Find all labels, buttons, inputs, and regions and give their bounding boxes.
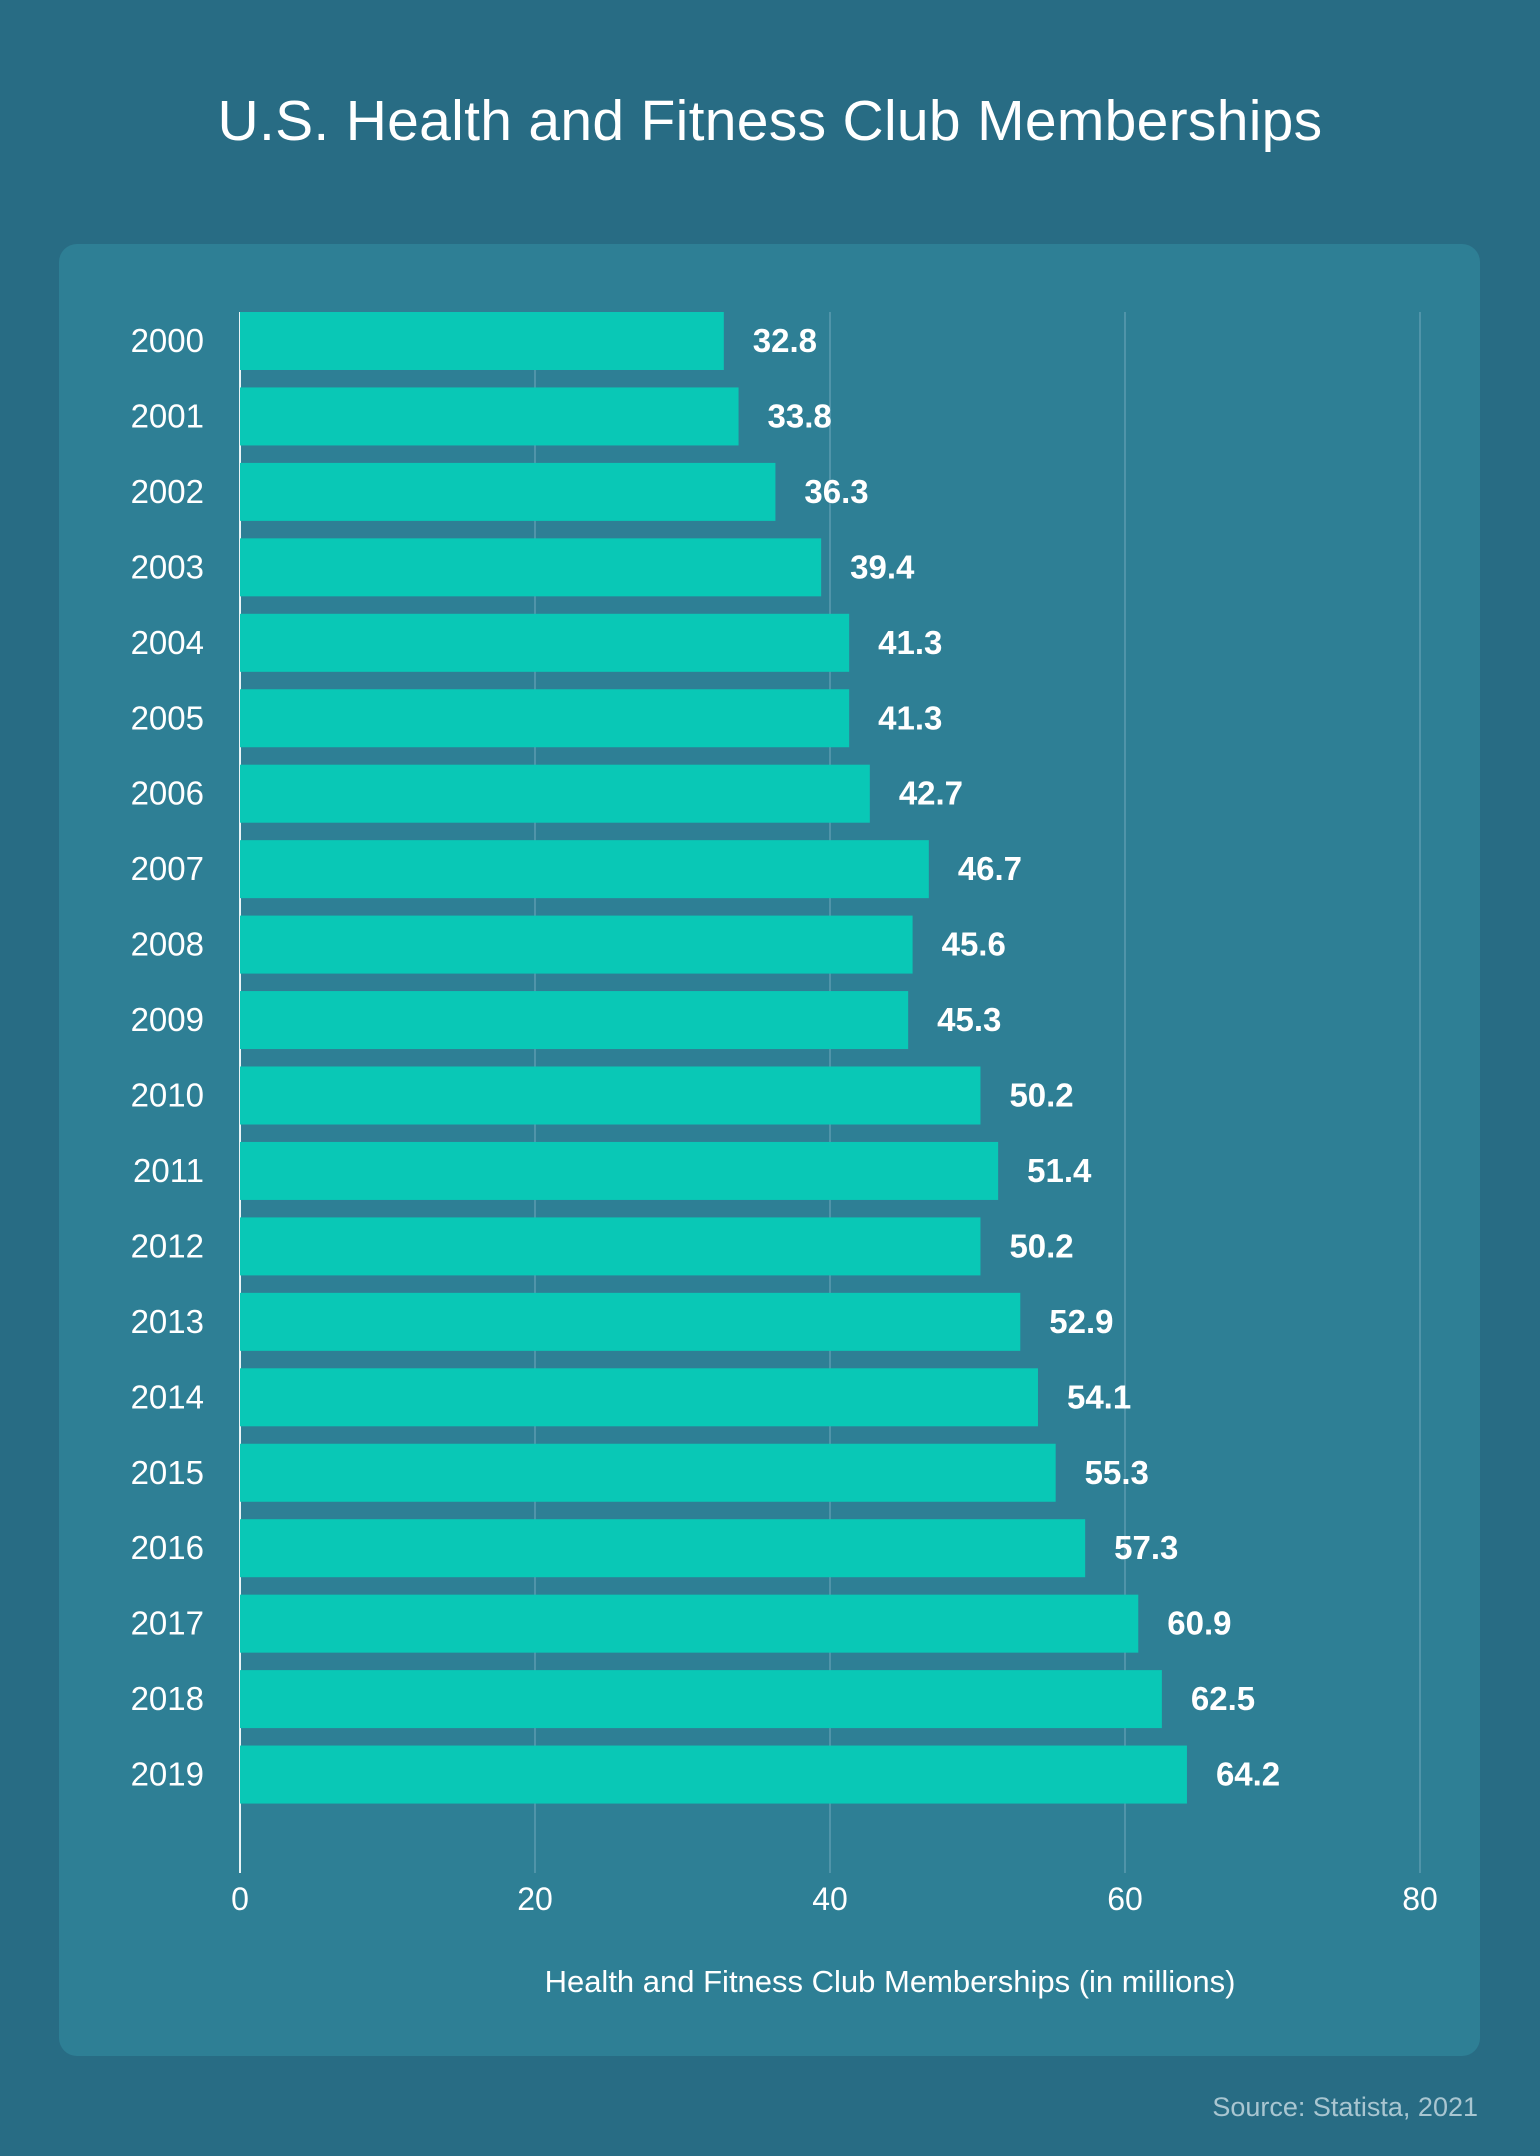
y-category-label: 2016 (131, 1529, 204, 1566)
y-category-label: 2009 (131, 1001, 204, 1038)
x-tick-label: 60 (1107, 1881, 1143, 1917)
y-category-label: 2015 (131, 1454, 204, 1491)
y-category-label: 2010 (131, 1077, 204, 1114)
y-category-label: 2001 (131, 397, 204, 434)
bar (240, 312, 724, 370)
y-category-label: 2014 (131, 1378, 204, 1415)
bar (240, 1368, 1038, 1427)
x-tick-label: 40 (812, 1881, 848, 1917)
data-label: 50.2 (1009, 1077, 1073, 1114)
bar (240, 840, 929, 899)
data-label: 60.9 (1167, 1605, 1231, 1642)
bar (240, 915, 913, 974)
bar (240, 462, 776, 521)
bar (240, 387, 739, 446)
y-category-label: 2008 (131, 926, 204, 963)
x-axis-title: Health and Fitness Club Memberships (in … (545, 1964, 1236, 1999)
labels: 0 20 40 60 80 2000 32.8 2001 33.8 2002 36.3 2003 39.… (131, 322, 1438, 1917)
y-category-label: 2013 (131, 1303, 204, 1340)
data-label: 57.3 (1114, 1529, 1178, 1566)
data-label: 33.8 (768, 397, 832, 434)
y-category-label: 2019 (131, 1756, 204, 1793)
data-label: 51.4 (1027, 1152, 1092, 1189)
y-category-label: 2018 (131, 1680, 204, 1717)
y-category-label: 2000 (131, 322, 204, 359)
bar-chart: 0 20 40 60 80 2000 32.8 2001 33.8 2002 36.3 2003 39.… (131, 312, 1438, 1999)
bar (240, 1292, 1021, 1351)
data-label: 41.3 (878, 624, 942, 661)
y-category-label: 2007 (131, 850, 204, 887)
data-label: 36.3 (804, 473, 868, 510)
data-label: 64.2 (1216, 1756, 1280, 1793)
data-label: 46.7 (958, 850, 1022, 887)
source-note: Source: Statista, 2021 (1212, 2092, 1478, 2122)
y-category-label: 2002 (131, 473, 204, 510)
data-label: 52.9 (1049, 1303, 1113, 1340)
y-category-label: 2011 (133, 1152, 204, 1189)
data-label: 41.3 (878, 699, 942, 736)
y-category-label: 2017 (131, 1605, 204, 1642)
data-label: 62.5 (1191, 1680, 1255, 1717)
chart-panel: 0 20 40 60 80 2000 32.8 2001 33.8 2002 36.3 2003 39.… (59, 244, 1480, 2056)
bar (240, 764, 870, 823)
data-label: 45.3 (937, 1001, 1001, 1038)
data-label: 54.1 (1067, 1378, 1131, 1415)
y-category-label: 2005 (131, 699, 204, 736)
y-category-label: 2012 (131, 1227, 204, 1264)
bar (240, 1745, 1187, 1804)
bar (240, 1519, 1086, 1578)
bar (240, 1141, 999, 1200)
data-label: 50.2 (1009, 1227, 1073, 1264)
bar (240, 1066, 981, 1125)
bar (240, 613, 850, 672)
bar (240, 1670, 1162, 1729)
data-label: 42.7 (899, 775, 963, 812)
data-label: 32.8 (753, 322, 817, 359)
x-tick-label: 0 (231, 1881, 249, 1917)
y-category-label: 2006 (131, 775, 204, 812)
bar (240, 538, 822, 597)
chart-title: U.S. Health and Fitness Club Memberships (217, 89, 1323, 153)
bar (240, 689, 850, 748)
bars (240, 312, 1187, 1804)
data-label: 45.6 (942, 926, 1006, 963)
x-tick-label: 80 (1402, 1881, 1438, 1917)
y-category-label: 2003 (131, 548, 204, 585)
data-label: 39.4 (850, 548, 915, 585)
bar (240, 991, 909, 1050)
data-label: 55.3 (1085, 1454, 1149, 1491)
y-category-label: 2004 (131, 624, 204, 661)
bar (240, 1217, 981, 1276)
x-tick-label: 20 (517, 1881, 553, 1917)
bar (240, 1594, 1139, 1653)
bar (240, 1443, 1056, 1502)
